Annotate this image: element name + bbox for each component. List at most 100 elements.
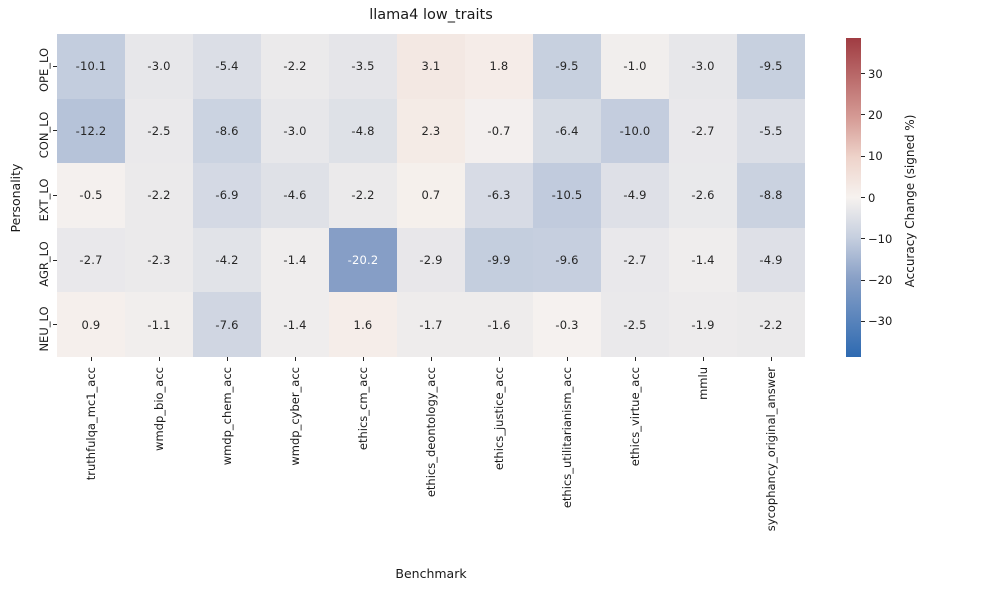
- x-tick-label-ethics_deontology_acc: ethics_deontology_acc: [424, 367, 438, 498]
- heatmap-cell: -2.5: [125, 98, 193, 164]
- heatmap-cell: -10.0: [601, 98, 669, 164]
- y-tick-label-NEU_LO: NEU_LO: [37, 306, 51, 352]
- heatmap-cell: -8.8: [737, 163, 805, 228]
- y-tick-mark: [53, 324, 57, 326]
- heatmap-cell: -2.2: [125, 163, 193, 228]
- heatmap-cell: -4.2: [193, 227, 261, 293]
- heatmap-cell: -4.9: [737, 227, 805, 293]
- x-tick-label-sycophancy_original_answer: sycophancy_original_answer: [764, 367, 778, 532]
- x-axis-label: Benchmark: [395, 566, 467, 581]
- heatmap-cell: -2.6: [669, 163, 737, 228]
- x-tick-mark: [702, 357, 704, 361]
- heatmap-cell: -4.8: [329, 98, 397, 164]
- heatmap-cell: -6.9: [193, 163, 261, 228]
- colorbar: [846, 38, 861, 357]
- heatmap-cell: -9.6: [533, 227, 601, 293]
- heatmap-cell: -9.5: [737, 34, 805, 99]
- colorbar-tick-mark: [861, 197, 865, 198]
- x-tick-mark: [498, 357, 500, 361]
- heatmap-cell: -2.7: [669, 98, 737, 164]
- heatmap-cell: 1.8: [465, 34, 533, 99]
- heatmap-cell: 1.6: [329, 292, 397, 357]
- x-tick-label-ethics_utilitarianism_acc: ethics_utilitarianism_acc: [560, 367, 574, 509]
- heatmap-cell: -4.6: [261, 163, 329, 228]
- heatmap-cell: -5.4: [193, 34, 261, 99]
- heatmap-cell: 3.1: [397, 34, 465, 99]
- x-tick-label-ethics_cm_acc: ethics_cm_acc: [356, 367, 370, 451]
- colorbar-tick-label: −20: [868, 273, 893, 288]
- heatmap-cell: -1.9: [669, 292, 737, 357]
- heatmap-cell: -2.2: [737, 292, 805, 357]
- x-tick-label-wmdp_bio_acc: wmdp_bio_acc: [152, 367, 166, 451]
- x-tick-label-wmdp_chem_acc: wmdp_chem_acc: [220, 367, 234, 466]
- colorbar-tick-mark: [861, 114, 865, 116]
- heatmap-cell: -8.6: [193, 98, 261, 164]
- heatmap-cell: -3.0: [669, 34, 737, 99]
- colorbar-tick-mark: [861, 320, 865, 322]
- heatmap-cell: 0.9: [57, 292, 125, 357]
- colorbar-tick-mark: [861, 155, 865, 157]
- y-tick-label-EXT_LO: EXT_LO: [37, 178, 51, 221]
- x-tick-mark: [294, 357, 296, 361]
- heatmap-cell: -0.5: [57, 163, 125, 228]
- x-tick-label-truthfulqa_mc1_acc: truthfulqa_mc1_acc: [84, 367, 98, 481]
- x-tick-mark: [566, 357, 568, 361]
- colorbar-tick-label: 30: [868, 66, 883, 81]
- y-tick-label-OPE_LO: OPE_LO: [37, 48, 51, 93]
- x-tick-label-ethics_virtue_acc: ethics_virtue_acc: [628, 367, 642, 467]
- heatmap-cell: -9.9: [465, 227, 533, 293]
- y-tick-mark: [53, 65, 57, 67]
- heatmap-cell: -10.5: [533, 163, 601, 228]
- heatmap-cell: -2.9: [397, 227, 465, 293]
- heatmap-cell: -2.2: [261, 34, 329, 99]
- colorbar-label: Accuracy Change (signed %): [903, 114, 917, 288]
- heatmap-grid: -10.1 -3.0 -5.4 -2.2 -3.5 3.1 1.8 -9.5 -1.0 -3.0-…: [57, 34, 805, 357]
- heatmap-cell: -1.4: [669, 227, 737, 293]
- heatmap-cell: -0.7: [465, 98, 533, 164]
- x-tick-mark: [90, 357, 92, 361]
- colorbar-tick-label: −30: [868, 314, 893, 329]
- y-tick-mark: [53, 130, 57, 132]
- heatmap-cell: -10.1: [57, 34, 125, 99]
- x-tick-label-wmdp_cyber_acc: wmdp_cyber_acc: [288, 367, 302, 466]
- x-tick-mark: [430, 357, 432, 361]
- heatmap-cell: -1.7: [397, 292, 465, 357]
- colorbar-tick-label: 20: [868, 107, 883, 122]
- x-tick-mark: [362, 357, 364, 361]
- chart-title: llama4 low_traits: [369, 7, 493, 23]
- colorbar-tick-label: 0: [868, 190, 876, 205]
- heatmap-cell: -3.5: [329, 34, 397, 99]
- heatmap-cell: -0.3: [533, 292, 601, 357]
- x-tick-mark: [158, 357, 160, 361]
- x-tick-mark: [634, 357, 636, 361]
- heatmap-cell: -2.7: [601, 227, 669, 293]
- heatmap-cell: -1.4: [261, 292, 329, 357]
- x-tick-label-mmlu: mmlu: [696, 367, 710, 400]
- x-tick-mark: [226, 357, 228, 361]
- colorbar-tick-label: −10: [868, 231, 893, 246]
- heatmap-cell: -1.1: [125, 292, 193, 357]
- heatmap-cell: -12.2: [57, 98, 125, 164]
- colorbar-tick-mark: [861, 279, 865, 281]
- heatmap-cell: -2.2: [329, 163, 397, 228]
- heatmap-cell: -20.2: [329, 227, 397, 293]
- heatmap-cell: 2.3: [397, 98, 465, 164]
- heatmap-cell: -2.3: [125, 227, 193, 293]
- heatmap-cell: -1.0: [601, 34, 669, 99]
- heatmap-cell: 0.7: [397, 163, 465, 228]
- heatmap-cell: -3.0: [261, 98, 329, 164]
- heatmap-cell: -1.6: [465, 292, 533, 357]
- heatmap-cell: -7.6: [193, 292, 261, 357]
- heatmap-cell: -4.9: [601, 163, 669, 228]
- heatmap-cell: -2.7: [57, 227, 125, 293]
- heatmap-cell: -2.5: [601, 292, 669, 357]
- heatmap-cell: -6.4: [533, 98, 601, 164]
- colorbar-tick-label: 10: [868, 149, 883, 164]
- y-tick-label-CON_LO: CON_LO: [37, 111, 51, 159]
- heatmap-cell: -5.5: [737, 98, 805, 164]
- heatmap-cell: -1.4: [261, 227, 329, 293]
- heatmap-cell: -6.3: [465, 163, 533, 228]
- y-tick-mark: [53, 195, 57, 196]
- x-tick-mark: [770, 357, 772, 361]
